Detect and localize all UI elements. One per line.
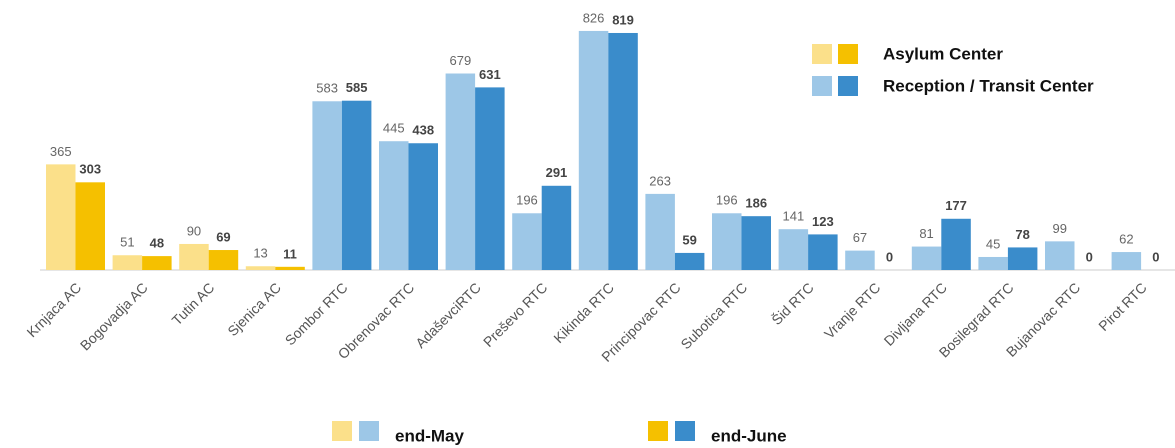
bar bbox=[578, 30, 609, 271]
value-label: 13 bbox=[253, 246, 267, 261]
bar bbox=[778, 229, 809, 270]
bar bbox=[112, 255, 143, 270]
bar bbox=[645, 193, 675, 270]
bar bbox=[608, 32, 638, 270]
bar bbox=[179, 243, 209, 270]
value-label: 45 bbox=[986, 236, 1000, 251]
value-label: 583 bbox=[316, 81, 338, 96]
bar bbox=[275, 266, 305, 270]
value-label: 81 bbox=[919, 226, 933, 241]
value-label: 67 bbox=[853, 230, 867, 245]
value-label: 365 bbox=[50, 144, 72, 159]
bar bbox=[1007, 247, 1038, 270]
x-tick-label: Subotica RTC bbox=[677, 279, 750, 352]
value-label: 59 bbox=[682, 232, 696, 247]
value-label: 69 bbox=[216, 229, 230, 244]
bar bbox=[741, 216, 771, 270]
x-tick-label: Preševo RTC bbox=[480, 279, 551, 350]
x-tick-label: Tutin AC bbox=[169, 279, 218, 328]
value-label: 90 bbox=[187, 223, 201, 238]
bar bbox=[1045, 241, 1075, 270]
bar bbox=[408, 143, 438, 270]
legend-label: Reception / Transit Center bbox=[883, 76, 1094, 95]
legend-swatch bbox=[648, 421, 668, 441]
value-label: 445 bbox=[383, 121, 405, 136]
bar bbox=[674, 252, 705, 270]
legend-swatch bbox=[332, 421, 352, 441]
value-label: 177 bbox=[945, 198, 967, 213]
legend-swatch bbox=[359, 421, 379, 441]
value-label: 585 bbox=[346, 80, 368, 95]
legend-swatch bbox=[812, 76, 832, 96]
x-tick-label: Šid RTC bbox=[768, 279, 817, 328]
x-tick-label: AdaševciRTC bbox=[412, 279, 484, 351]
legend-label: end-June bbox=[711, 426, 787, 445]
x-tick-label: Sombor RTC bbox=[282, 279, 351, 348]
x-tick-label: Sjenica AC bbox=[224, 279, 284, 339]
legend-swatch bbox=[812, 44, 832, 64]
value-label: 631 bbox=[479, 67, 501, 82]
x-tick-label: Kikinda RTC bbox=[550, 279, 617, 346]
value-label: 48 bbox=[150, 236, 164, 251]
value-label: 0 bbox=[1086, 249, 1093, 264]
bar bbox=[208, 250, 239, 270]
bar bbox=[845, 250, 875, 270]
x-tick-label: Pirot RTC bbox=[1095, 279, 1150, 334]
legend-swatch bbox=[675, 421, 695, 441]
bar bbox=[142, 256, 172, 270]
legend-label: end-May bbox=[395, 426, 465, 445]
bar bbox=[911, 246, 942, 270]
x-tick-label: Divljana RTC bbox=[881, 279, 950, 348]
bar bbox=[75, 182, 105, 270]
bar bbox=[978, 256, 1008, 270]
bar bbox=[1111, 252, 1142, 270]
legend-label: Asylum Center bbox=[883, 44, 1003, 63]
value-label: 263 bbox=[649, 173, 671, 188]
value-label: 78 bbox=[1015, 227, 1029, 242]
value-label: 303 bbox=[79, 162, 101, 177]
value-label: 196 bbox=[716, 193, 738, 208]
value-label: 141 bbox=[782, 209, 804, 224]
x-tick-label: Krnjaca AC bbox=[23, 279, 84, 340]
bar bbox=[245, 266, 276, 270]
value-label: 819 bbox=[612, 12, 634, 27]
value-label: 11 bbox=[283, 246, 297, 261]
value-label: 186 bbox=[745, 196, 767, 211]
bar bbox=[379, 141, 409, 270]
value-label: 51 bbox=[120, 235, 134, 250]
bar bbox=[512, 213, 542, 270]
bar bbox=[341, 100, 372, 271]
x-tick-label: Bogovadja AC bbox=[77, 279, 151, 353]
value-label: 99 bbox=[1053, 221, 1067, 236]
x-tick-label: Vranje RTC bbox=[821, 279, 883, 341]
value-label: 0 bbox=[1152, 249, 1159, 264]
value-label: 196 bbox=[516, 193, 538, 208]
bar bbox=[941, 218, 971, 270]
bar bbox=[541, 185, 572, 270]
value-label: 438 bbox=[412, 123, 434, 138]
value-label: 679 bbox=[449, 53, 471, 68]
legend-swatch bbox=[838, 44, 858, 64]
bar bbox=[46, 164, 76, 270]
value-label: 62 bbox=[1119, 231, 1133, 246]
value-label: 0 bbox=[886, 249, 893, 264]
bar bbox=[445, 73, 476, 270]
bar bbox=[712, 213, 742, 270]
value-label: 826 bbox=[583, 10, 605, 25]
value-label: 291 bbox=[546, 165, 568, 180]
bar bbox=[312, 101, 342, 270]
legend-swatch bbox=[838, 76, 858, 96]
bar bbox=[808, 234, 838, 270]
value-label: 123 bbox=[812, 214, 834, 229]
bar bbox=[475, 87, 505, 270]
